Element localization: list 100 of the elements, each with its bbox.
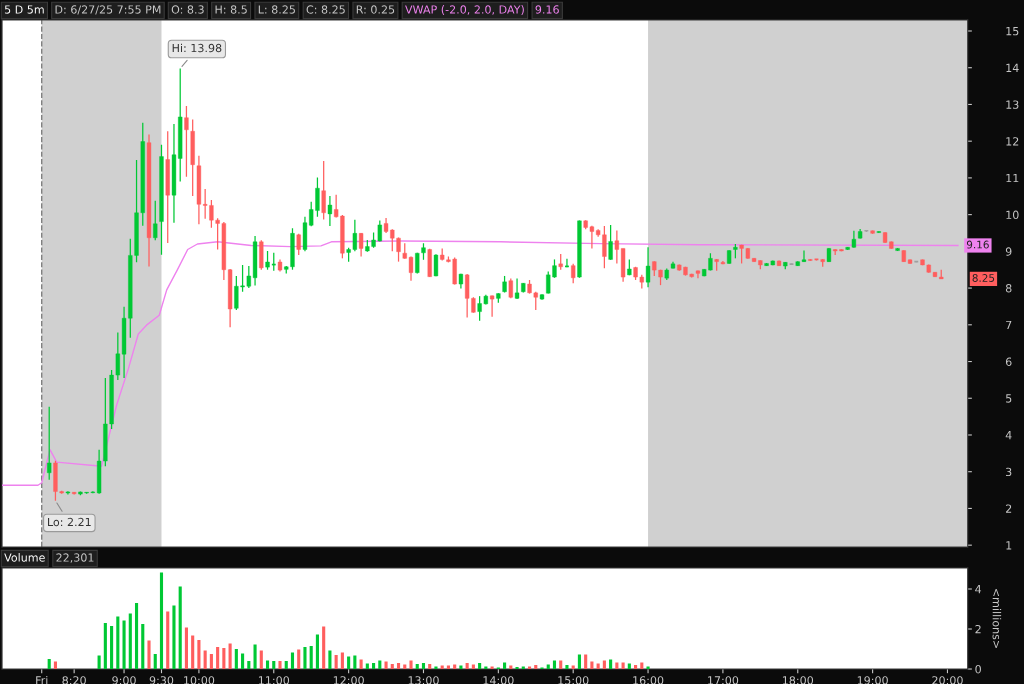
candlestick [153, 200, 158, 241]
bar [128, 613, 132, 670]
x-tick-label: 13:00 [408, 676, 439, 684]
y-tick-label: 6 [1005, 357, 1012, 366]
y-tick-label: 12 [1006, 137, 1019, 146]
candlestick [327, 195, 333, 227]
x-tick-label: 15:00 [558, 676, 589, 684]
bar [627, 663, 631, 670]
text: 22,301 [56, 553, 94, 563]
bar [228, 643, 232, 670]
x-tick-label: 12:00 [333, 676, 364, 684]
bar [590, 661, 594, 670]
candlestick [433, 253, 439, 277]
bar [421, 663, 426, 670]
bar [328, 650, 332, 670]
bar [147, 640, 151, 670]
bar [265, 660, 270, 670]
chart-title: 5 D 5m [4, 5, 44, 14]
bar [503, 662, 507, 670]
bar [278, 661, 282, 670]
x-tick-label: 18:00 [782, 676, 814, 684]
x-tick-label: 8:20 [62, 676, 86, 684]
bar [209, 654, 213, 670]
bar [490, 666, 494, 670]
y-tick-label: 5 [1006, 394, 1012, 403]
candlestick [321, 160, 326, 221]
bar [203, 650, 207, 670]
x-tick-label: 11:00 [258, 676, 290, 684]
x-tick-label: 19:00 [857, 676, 888, 684]
text: L: 8.25 [258, 5, 295, 14]
bar [396, 663, 401, 670]
candlestick [265, 250, 270, 271]
bar [596, 663, 600, 670]
bar [184, 627, 188, 670]
bar [297, 649, 301, 670]
bar [646, 666, 650, 670]
x-tick-label: 20:00 [932, 676, 963, 684]
bar [322, 626, 326, 670]
bar [116, 616, 120, 670]
candlestick [614, 229, 619, 265]
y-tick-label: 2 [1005, 504, 1012, 513]
bar [134, 603, 139, 670]
bar [110, 626, 114, 670]
bar [253, 644, 257, 670]
x-tick-label: Fri [36, 675, 48, 684]
text: R: 0.25 [356, 5, 395, 14]
text: C: 8.25 [306, 5, 345, 14]
y-tick-label: 8 [1005, 284, 1012, 293]
bar [390, 664, 394, 670]
y-tick-label: 2 [975, 624, 981, 634]
text: O: 8.3 [171, 5, 204, 14]
bar [340, 652, 344, 670]
bar [334, 655, 338, 670]
bar [309, 646, 313, 670]
y-tick-label: 1 [1006, 541, 1012, 550]
y-tick-label: 4 [1005, 431, 1012, 440]
candlestick [608, 224, 613, 261]
text: VWAP (-2.0, 2.0, DAY) [405, 5, 524, 15]
bar [478, 663, 482, 670]
y-tick-label: 3 [1006, 467, 1012, 477]
chart-title: Volume [4, 553, 45, 562]
bar [465, 663, 469, 670]
bar [272, 661, 276, 670]
bar [634, 665, 638, 670]
bar [434, 666, 438, 670]
bar [353, 655, 357, 670]
bar [247, 661, 251, 670]
bar [609, 659, 613, 670]
data-label: 9.16 [966, 240, 989, 249]
bar [384, 661, 388, 670]
y-tick-label: 9 [1005, 247, 1012, 256]
y-tick-label: 13 [1006, 100, 1019, 109]
bar [47, 659, 51, 670]
bar [546, 664, 550, 670]
candlestick [47, 406, 52, 481]
x-tick-label: 16:00 [633, 676, 664, 684]
y-tick-label: 7 [1006, 320, 1012, 330]
y-tick-label: 4 [975, 585, 982, 594]
bar [153, 654, 157, 670]
bar [428, 664, 432, 670]
bar [259, 650, 263, 670]
bar [216, 647, 220, 670]
y-axis-title: <millions> [992, 588, 1002, 649]
bar [515, 667, 519, 670]
annotation: Hi: 13.98 [172, 43, 222, 53]
x-tick-label: 10:00 [184, 676, 215, 684]
y-tick-label: 0 [975, 665, 981, 674]
bar [122, 620, 126, 670]
bar [378, 660, 382, 670]
bar [141, 624, 145, 670]
bar [372, 663, 376, 670]
x-tick-label: 14:00 [483, 676, 514, 684]
bar [415, 664, 419, 670]
bar [303, 647, 307, 670]
text: H: 8.5 [215, 5, 247, 14]
bar [97, 655, 101, 670]
y-tick-label: 15 [1006, 27, 1019, 36]
bar [621, 662, 625, 670]
x-tick-label: 17:00 [708, 676, 739, 684]
text: 9.16 [535, 5, 559, 14]
